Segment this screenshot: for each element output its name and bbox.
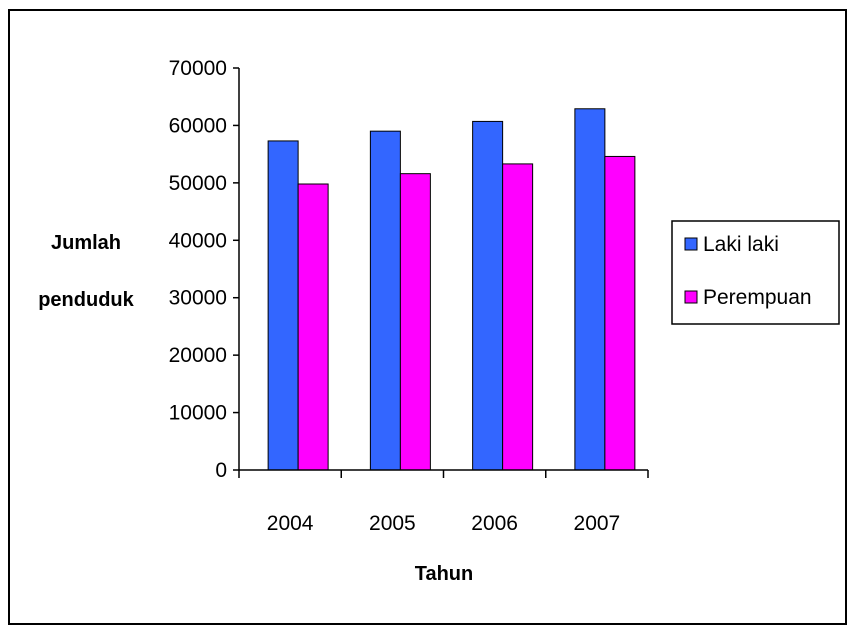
bar-perempuan-2005 [399,173,431,471]
bar-laki-laki-2005 [369,130,401,471]
bar-perempuan-2006 [502,163,534,471]
y-tick-label: 20000 [169,344,227,367]
x-tick-label-2006: 2006 [471,512,518,535]
x-tick-label-2007: 2007 [574,512,621,535]
bars [267,108,636,471]
y-tick-label: 60000 [169,114,227,137]
y-tick-label: 0 [215,459,227,482]
y-tick-label: 10000 [169,402,227,425]
bar-perempuan-2007 [604,155,636,471]
legend-label-laki-laki: Laki laki [703,233,779,256]
y-axis-ticks [233,67,239,471]
bar-laki-laki-2004 [267,140,299,471]
x-axis-ticks [238,470,649,478]
x-tick-label-2005: 2005 [369,512,416,535]
y-tick-label: 70000 [169,57,227,80]
y-tick-label: 40000 [169,229,227,252]
y-axis-title-line-2: penduduk [38,289,134,311]
x-axis-title: Tahun [415,563,474,585]
legend-swatch-perempuan [684,290,698,304]
y-axis-tick-labels: 0 10000 20000 30000 40000 50000 60000 70000 [169,57,227,482]
bar-laki-laki-2006 [472,120,504,471]
y-tick-label: 30000 [169,287,227,310]
legend-label-perempuan: Perempuan [703,286,812,309]
bar-perempuan-2004 [297,183,329,471]
legend: Laki laki Perempuan [671,220,840,325]
legend-box [671,220,840,325]
x-tick-label-2004: 2004 [267,512,314,535]
legend-swatch-laki-laki [684,237,698,251]
y-tick-label: 50000 [169,172,227,195]
x-axis-tick-labels: 2004 2005 2006 2007 [267,512,620,535]
y-axis-title-line-1: Jumlah [51,232,121,254]
bar-laki-laki-2007 [574,108,606,471]
